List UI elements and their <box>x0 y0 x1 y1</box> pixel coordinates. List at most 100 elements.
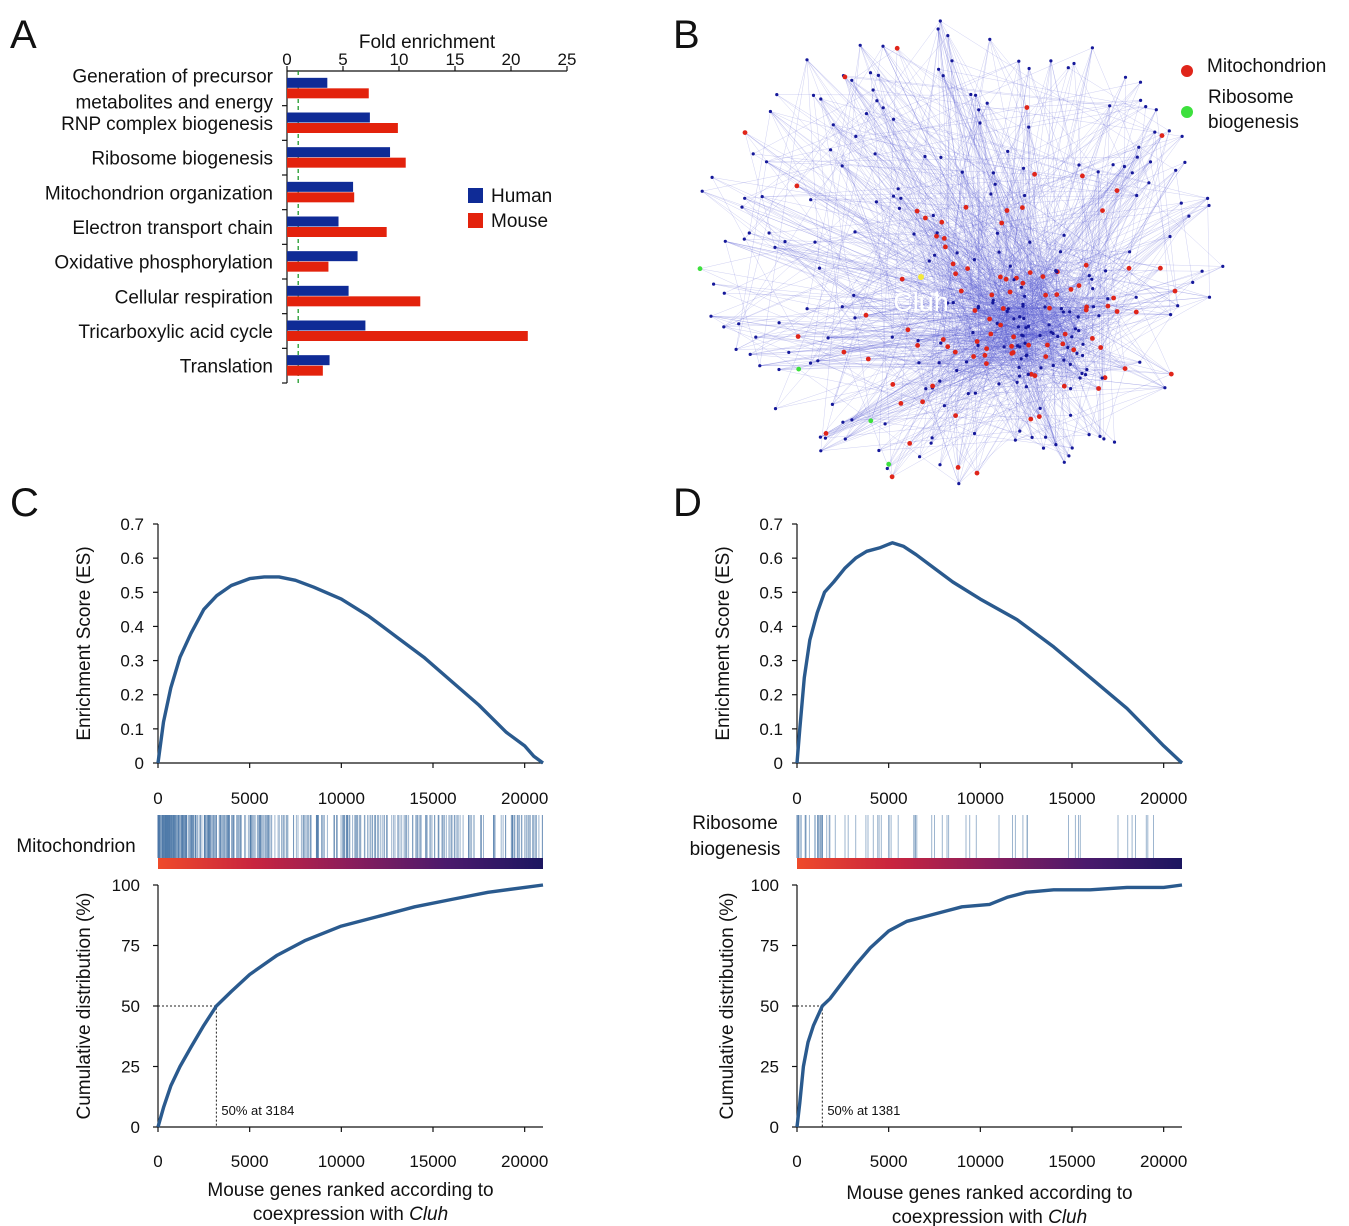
network-edge <box>1028 68 1031 294</box>
network-edge <box>1064 326 1070 387</box>
network-edge <box>885 390 1019 425</box>
es-y-tick-label: 0.5 <box>120 583 144 602</box>
network-edge <box>1019 109 1157 335</box>
mitochondrion-node <box>934 233 939 239</box>
mitochondrion-node <box>841 349 847 355</box>
network-edge <box>820 98 1059 313</box>
network-edge <box>820 98 1171 315</box>
network-edge <box>1025 327 1064 361</box>
network-edge <box>978 341 1033 438</box>
panel-b-network: Cluh Mitochondrion Ribosome biogenesis <box>697 19 1326 486</box>
network-edge <box>844 76 903 280</box>
network-edge <box>843 75 1015 319</box>
network-edge <box>759 315 1031 366</box>
network-node <box>722 325 726 329</box>
network-node <box>1051 331 1055 336</box>
network-edge <box>973 294 1046 357</box>
network-node <box>811 93 816 97</box>
network-edge <box>997 233 1080 346</box>
network-edge <box>918 321 1057 363</box>
network-edge <box>955 172 994 274</box>
network-edge <box>956 316 1036 371</box>
category-label: metabolites and energy <box>75 92 273 113</box>
mitochondrion-node <box>972 308 978 313</box>
network-edge <box>741 206 957 371</box>
network-edge <box>938 69 996 185</box>
network-edge <box>900 171 963 199</box>
network-edge <box>992 302 1013 336</box>
network-edge <box>961 236 1171 292</box>
network-edge <box>940 20 1027 299</box>
network-node <box>1200 269 1204 273</box>
network-edge <box>937 28 944 340</box>
network-node <box>1039 366 1043 370</box>
mitochondrion-node <box>1004 208 1010 213</box>
network-edge <box>993 300 1040 417</box>
network-edge <box>940 20 986 285</box>
network-edge <box>1010 285 1080 324</box>
network-edge <box>953 166 1125 303</box>
network-edge <box>827 61 1020 339</box>
network-edge <box>1014 164 1080 383</box>
network-edge <box>853 295 909 331</box>
mitochondrion-node <box>974 339 980 344</box>
network-edge <box>978 306 982 339</box>
network-edge <box>978 310 1076 330</box>
network-edge <box>990 338 1101 437</box>
mitochondrion-node <box>1159 133 1165 139</box>
network-edge <box>1039 315 1100 417</box>
network-edge <box>937 28 973 291</box>
network-edge <box>975 321 1007 394</box>
network-edge <box>699 215 934 269</box>
network-edge <box>865 275 1090 316</box>
network-edge <box>1018 61 1040 417</box>
network-edge <box>1019 305 1178 317</box>
network-edge <box>1006 210 1048 346</box>
network-edge <box>1007 170 1176 312</box>
network-edge <box>1011 339 1115 443</box>
mitochondrion-node <box>1076 283 1082 288</box>
network-edge <box>1063 311 1074 350</box>
network-node <box>960 170 964 174</box>
network-edge <box>775 67 1069 409</box>
network-node <box>1044 435 1048 439</box>
es-y-axis-label: Enrichment Score (ES) <box>713 546 734 740</box>
mitochondrion-node <box>1098 345 1104 350</box>
network-edge <box>810 122 981 364</box>
network-edge <box>828 305 1023 339</box>
network-edge <box>1023 335 1084 345</box>
network-edge <box>997 233 1040 417</box>
network-edge <box>1050 307 1078 333</box>
network-node <box>955 368 959 373</box>
panel-d-gsea-ribosome: 00.10.20.30.40.50.60.70 5000 10000 15000 200… <box>690 515 1188 1226</box>
network-node <box>1075 351 1079 355</box>
network-edge <box>1116 236 1171 312</box>
network-edge <box>806 59 1060 308</box>
network-edge <box>770 111 941 158</box>
network-edge <box>735 59 808 350</box>
network-edge <box>1026 355 1085 388</box>
network-edge <box>919 386 1048 457</box>
network-edge <box>974 266 1011 434</box>
network-edge <box>1021 334 1088 370</box>
network-edge <box>968 335 1099 389</box>
network-edge <box>1181 198 1208 204</box>
network-edge <box>882 46 1021 338</box>
network-edge <box>933 171 963 216</box>
network-edge <box>825 317 1033 434</box>
network-edge <box>931 295 1037 438</box>
network-edge <box>876 100 1033 333</box>
network-edge <box>887 315 1048 469</box>
network-edge <box>933 215 1025 314</box>
network-edge <box>957 195 1137 468</box>
network-edge <box>770 111 948 347</box>
network-node <box>1027 125 1031 129</box>
network-edge <box>992 352 1032 420</box>
network-edge <box>1008 136 1183 309</box>
network-node <box>937 361 941 365</box>
network-edge <box>940 342 976 394</box>
network-node <box>1018 345 1022 349</box>
network-edge <box>1154 132 1171 315</box>
network-node <box>823 436 828 440</box>
network-edge <box>710 315 1103 379</box>
